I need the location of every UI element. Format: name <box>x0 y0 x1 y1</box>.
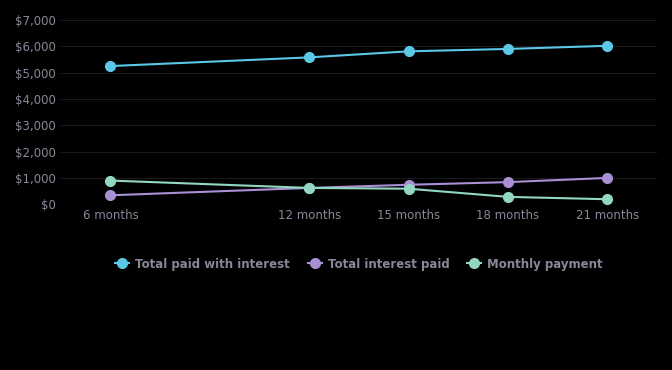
Total paid with interest <box>603 44 612 48</box>
Line: Total paid with interest: Total paid with interest <box>106 41 612 71</box>
Total interest paid <box>603 176 612 180</box>
Line: Monthly payment: Monthly payment <box>106 176 612 204</box>
Monthly payment <box>106 178 114 183</box>
Total paid with interest <box>405 49 413 54</box>
Total interest paid <box>405 182 413 187</box>
Monthly payment <box>603 197 612 201</box>
Line: Total interest paid: Total interest paid <box>106 173 612 200</box>
Total interest paid <box>504 180 512 184</box>
Monthly payment <box>405 186 413 191</box>
Monthly payment <box>504 195 512 199</box>
Monthly payment <box>305 186 313 190</box>
Total paid with interest <box>504 47 512 51</box>
Legend: Total paid with interest, Total interest paid, Monthly payment: Total paid with interest, Total interest… <box>110 253 607 276</box>
Total paid with interest <box>106 64 114 68</box>
Total interest paid <box>106 193 114 198</box>
Total interest paid <box>305 186 313 190</box>
Total paid with interest <box>305 55 313 60</box>
